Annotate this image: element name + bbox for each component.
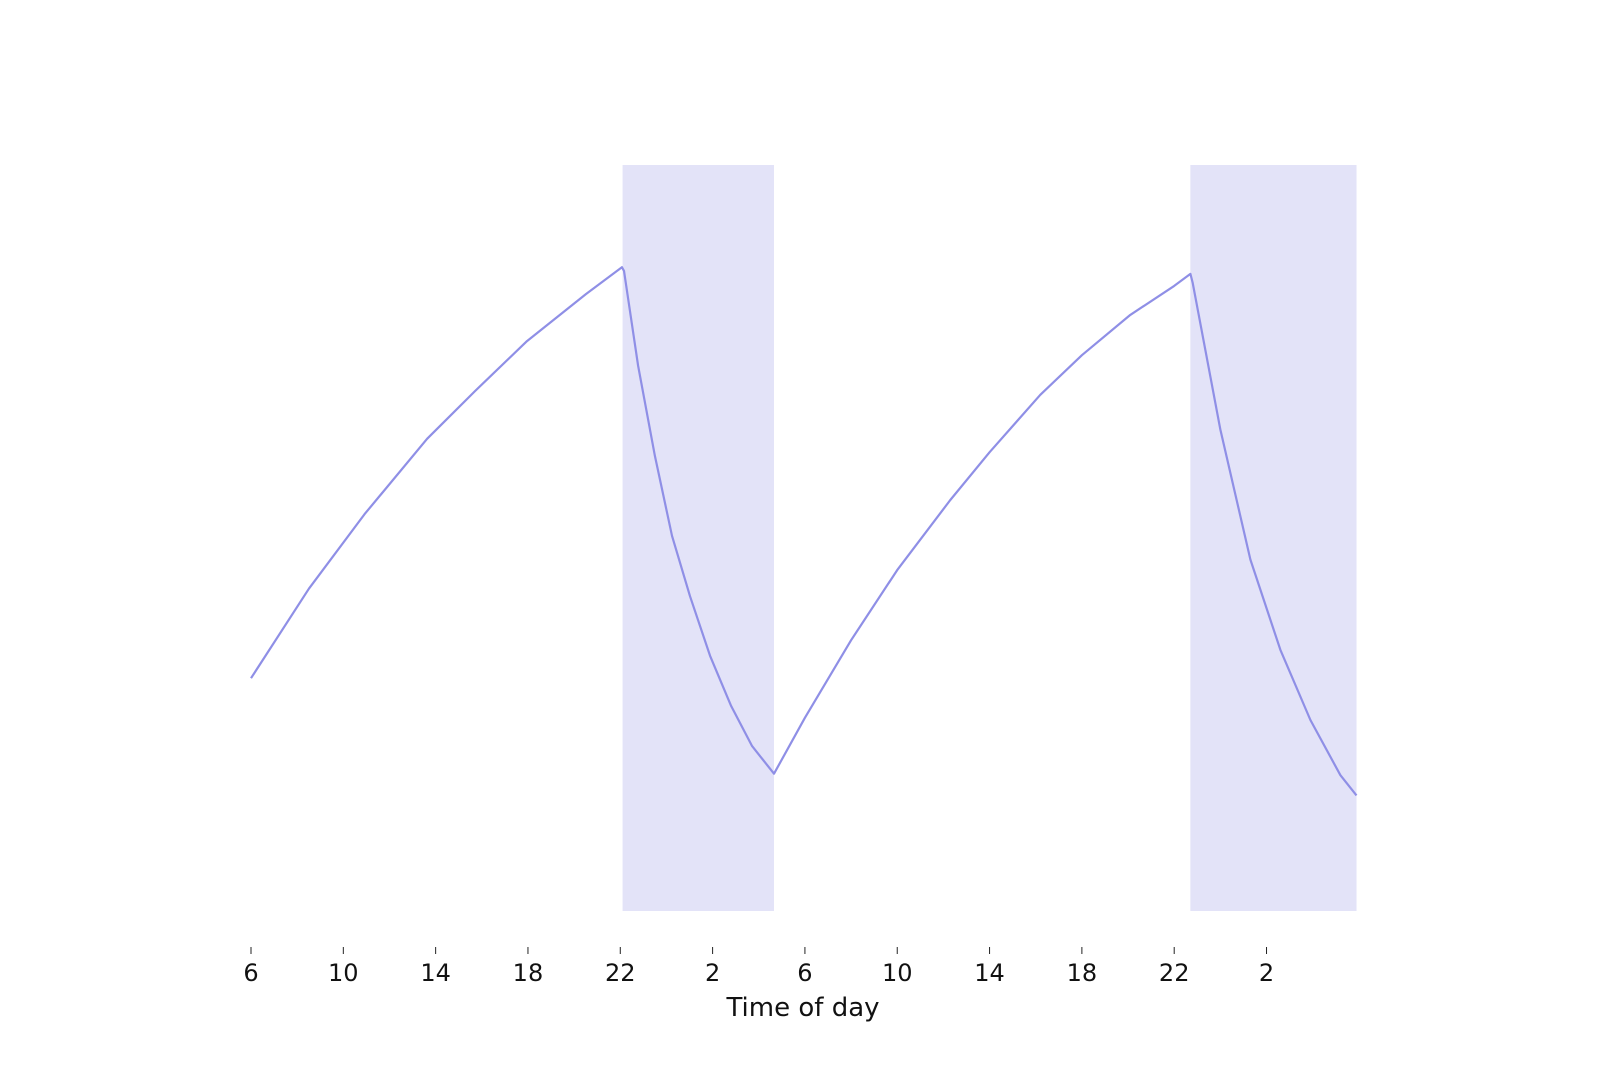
x-tick-label: 6 (797, 959, 812, 987)
night-shade-2 (1190, 165, 1357, 911)
x-tick-label: 2 (1259, 959, 1274, 987)
series-line-level (250, 266, 1358, 797)
x-axis-label: Time of day (725, 993, 879, 1023)
x-tick-label: 10 (882, 959, 913, 987)
x-tick-label: 14 (420, 959, 451, 987)
x-tick-label: 10 (328, 959, 359, 987)
x-tick-label: 18 (1067, 959, 1098, 987)
x-tick-label: 18 (513, 959, 544, 987)
x-tick-label: 22 (1159, 959, 1190, 987)
x-tick-label: 22 (605, 959, 636, 987)
x-axis: 6 10 14 18 22 2 6 10 14 18 22 2 (243, 947, 1274, 987)
shaded-regions (622, 165, 1357, 911)
series-lines (250, 266, 1358, 797)
night-shade-1 (622, 165, 774, 911)
x-tick-label: 2 (705, 959, 720, 987)
x-tick-label: 14 (974, 959, 1005, 987)
x-tick-label: 6 (243, 959, 258, 987)
